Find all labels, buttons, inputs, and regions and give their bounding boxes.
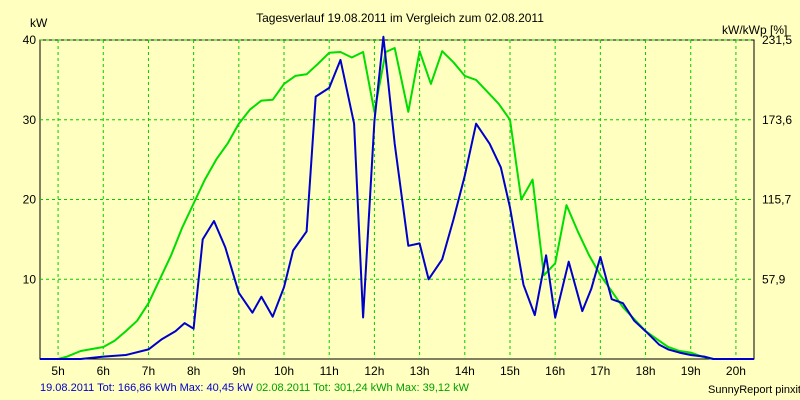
x-tick-label: 20h <box>726 364 746 378</box>
x-tick-label: 6h <box>97 364 110 378</box>
x-tick-label: 14h <box>455 364 475 378</box>
y-tick-label-left: 30 <box>23 113 37 127</box>
x-tick-label: 5h <box>51 364 64 378</box>
x-tick-label: 7h <box>142 364 155 378</box>
footer-summary: 19.08.2011 Tot: 166,86 kWh Max: 40,45 kW… <box>40 382 469 394</box>
tick-labels: 10 57,9 20 115,7 30 173,6 40 231,5 5h 6h 7h 8h 9h 10h… <box>23 33 793 378</box>
series-lines <box>40 35 754 360</box>
y-tick-label-right: 173,6 <box>762 113 792 127</box>
x-tick-label: 8h <box>187 364 200 378</box>
gridlines <box>40 39 754 359</box>
x-tick-label: 17h <box>590 364 610 378</box>
footer-series2: 02.08.2011 Tot: 301,24 kWh Max: 39,12 kW <box>256 382 470 394</box>
credit-text: SunnyReport pinxit <box>708 384 800 396</box>
y-tick-label-right: 115,7 <box>762 193 791 207</box>
x-tick-label: 16h <box>545 364 565 378</box>
y-tick-label-right: 231,5 <box>762 33 792 47</box>
x-tick-label: 12h <box>364 364 384 378</box>
y-tick-label-left: 20 <box>23 193 37 207</box>
x-tick-label: 10h <box>274 364 294 378</box>
x-tick-label: 11h <box>320 364 339 378</box>
x-tick-label: 13h <box>410 364 430 378</box>
chart-title: Tagesverlauf 19.08.2011 im Vergleich zum… <box>256 11 544 25</box>
x-tick-label: 18h <box>636 364 656 378</box>
x-tick-label: 19h <box>681 364 701 378</box>
y-tick-label-left: 10 <box>23 272 37 286</box>
footer-series1: 19.08.2011 Tot: 166,86 kWh Max: 40,45 kW <box>40 382 253 394</box>
x-tick-label: 9h <box>232 364 245 378</box>
x-tick-label: 15h <box>500 364 520 378</box>
y-axis-label-right: kW/kWp [%] <box>722 23 788 37</box>
series-line-19.08.2011 <box>40 35 754 360</box>
y-tick-label-right: 57,9 <box>762 272 786 286</box>
y-axis-label-left: kW <box>30 16 48 30</box>
y-tick-label-left: 40 <box>23 33 37 47</box>
